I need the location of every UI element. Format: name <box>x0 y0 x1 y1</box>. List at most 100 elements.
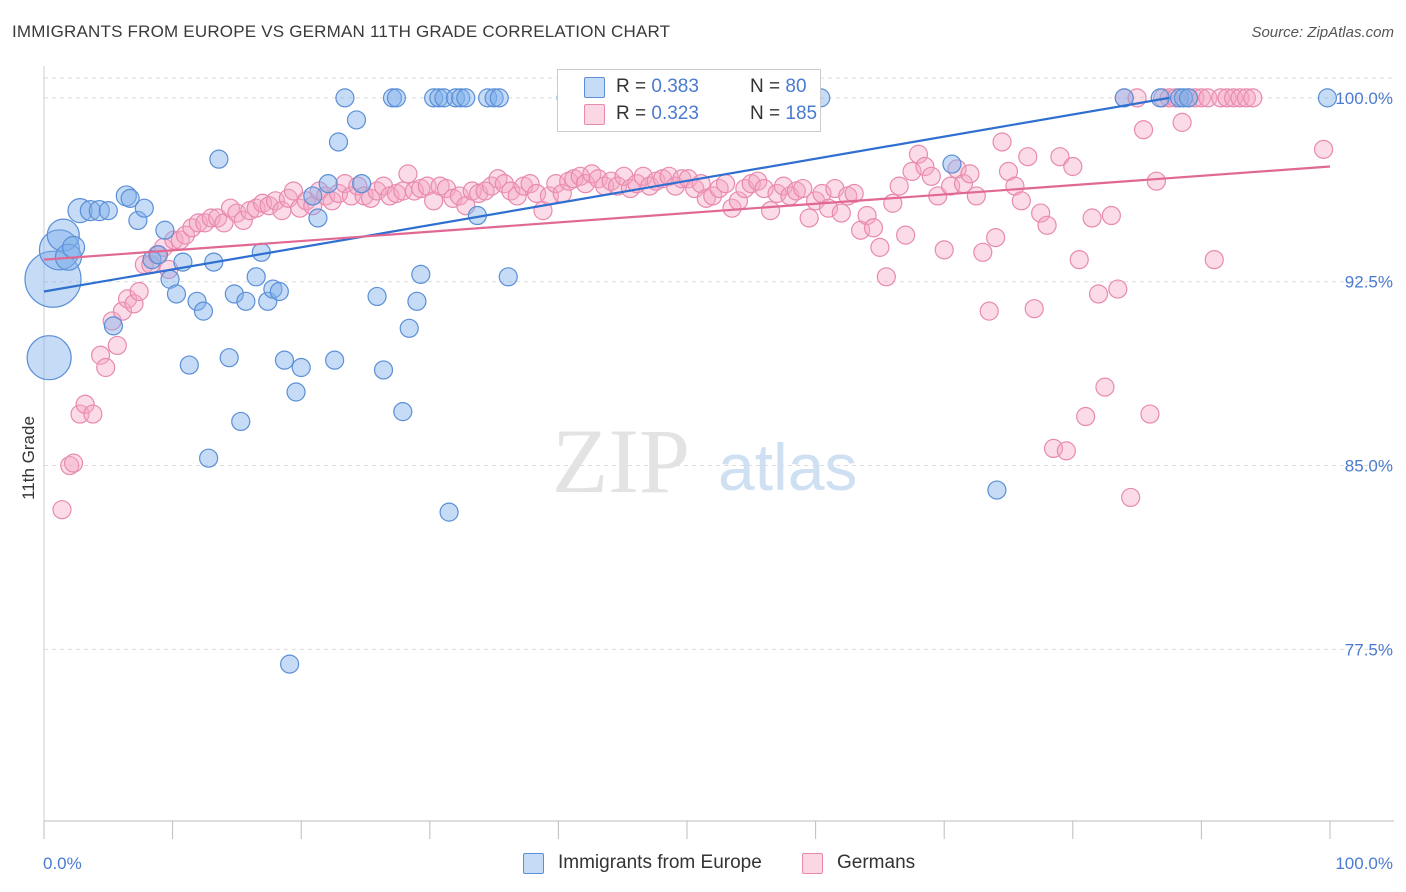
data-point-immigrants <box>148 245 169 265</box>
data-point-immigrants <box>489 88 509 108</box>
data-point-germans <box>760 201 781 221</box>
data-point-germans <box>773 176 794 196</box>
data-point-immigrants <box>199 448 219 468</box>
data-point-germans <box>201 208 221 228</box>
data-point-immigrants <box>280 654 300 674</box>
data-point-immigrants <box>79 200 101 222</box>
data-point-immigrants <box>274 350 295 370</box>
data-point-immigrants <box>456 88 476 108</box>
data-point-immigrants <box>942 154 962 174</box>
data-point-germans <box>844 183 864 204</box>
data-point-immigrants <box>166 284 187 304</box>
y-tick-labels: 77.5% 85.0% 92.5% 100.0% <box>1335 89 1393 660</box>
data-point-immigrants <box>1178 88 1199 108</box>
y-axis-title: 11th Grade <box>19 416 38 500</box>
y-tick-label: 85.0% <box>1345 457 1393 476</box>
data-point-germans <box>507 186 527 206</box>
data-point-germans <box>1031 203 1051 223</box>
x-tick-labels: 0.0% 100.0% <box>43 854 1393 873</box>
watermark-atlas: atlas <box>718 430 857 504</box>
data-point-germans <box>1243 88 1263 108</box>
data-point-immigrants <box>308 208 328 228</box>
data-point-immigrants <box>286 382 306 402</box>
data-point-immigrants <box>128 210 148 231</box>
bottom-legend-label: Germans <box>837 852 916 873</box>
data-point-immigrants <box>367 286 387 307</box>
x-tick-label: 100.0% <box>1335 854 1393 873</box>
data-point-germans <box>1024 299 1044 319</box>
data-point-germans <box>1011 191 1031 211</box>
data-point-immigrants <box>439 502 459 522</box>
bottom-legend-item-germans: Germans <box>802 852 915 874</box>
data-point-germans <box>175 225 196 245</box>
data-point-immigrants <box>411 264 431 284</box>
data-point-germans <box>1204 250 1224 270</box>
data-point-germans <box>1095 377 1115 397</box>
data-point-immigrants <box>219 348 239 368</box>
data-point-immigrants <box>187 291 207 311</box>
data-point-immigrants <box>399 318 419 338</box>
data-point-germans <box>520 174 540 194</box>
data-point-immigrants <box>246 267 266 287</box>
data-point-immigrants <box>1317 88 1338 108</box>
watermark-zip: ZIP <box>552 410 690 512</box>
data-point-germans <box>799 208 819 228</box>
data-point-immigrants <box>61 235 86 259</box>
y-tick-label: 100.0% <box>1335 89 1393 108</box>
bottom-legend-item-immigrants: Immigrants from Europe <box>523 852 762 874</box>
data-point-immigrants <box>451 88 471 108</box>
data-point-germans <box>1140 404 1160 424</box>
data-point-immigrants <box>335 88 355 108</box>
data-point-immigrants <box>303 186 323 206</box>
data-point-germans <box>559 171 579 191</box>
data-point-immigrants <box>103 316 124 336</box>
data-point-immigrants <box>346 110 367 130</box>
data-point-germans <box>1050 147 1070 167</box>
data-point-germans <box>960 164 980 184</box>
x-tick-label: 0.0% <box>43 854 82 873</box>
chart-source: Source: ZipAtlas.com <box>1251 24 1394 41</box>
data-point-germans <box>233 210 253 231</box>
bottom-legend: Immigrants from Europe Germans <box>0 852 1406 878</box>
data-point-immigrants <box>325 350 345 370</box>
data-point-germans <box>1133 120 1154 140</box>
y-tick-label: 92.5% <box>1345 273 1393 292</box>
data-point-germans <box>857 205 877 226</box>
data-point-germans <box>63 453 84 473</box>
data-point-immigrants <box>236 291 256 311</box>
data-point-immigrants <box>987 480 1007 500</box>
data-point-germans <box>793 178 813 199</box>
data-point-germans <box>1172 112 1192 132</box>
legend-row-pink: R = 0.323 N = 185 <box>584 101 817 127</box>
data-point-immigrants <box>478 88 498 108</box>
data-point-immigrants <box>98 201 118 221</box>
data-point-immigrants <box>24 250 82 308</box>
data-point-germans <box>1146 171 1166 191</box>
data-point-germans <box>1082 208 1102 228</box>
data-point-immigrants <box>224 284 244 304</box>
data-point-immigrants <box>193 301 214 321</box>
data-point-immigrants <box>179 355 199 375</box>
data-point-immigrants <box>328 132 349 152</box>
data-point-germans <box>966 186 986 206</box>
data-point-germans <box>398 164 418 184</box>
data-point-germans <box>1088 284 1109 304</box>
legend-r-label: R = <box>616 76 652 97</box>
data-point-germans <box>124 294 144 314</box>
data-point-germans <box>129 281 149 302</box>
legend-n-label: N = <box>750 103 786 124</box>
data-point-germans <box>1108 279 1128 299</box>
data-point-germans <box>748 171 768 191</box>
data-point-immigrants <box>291 357 311 378</box>
data-point-immigrants <box>393 402 413 422</box>
data-point-germans <box>934 240 954 260</box>
data-point-germans <box>107 335 127 356</box>
data-point-germans <box>75 394 95 414</box>
data-point-germans <box>902 161 922 182</box>
y-tick-label: 77.5% <box>1345 640 1393 659</box>
data-point-germans <box>986 227 1006 248</box>
data-point-germans <box>889 176 909 196</box>
trend-lines <box>43 96 1331 293</box>
data-point-germans <box>633 166 653 186</box>
data-point-germans <box>921 166 941 186</box>
